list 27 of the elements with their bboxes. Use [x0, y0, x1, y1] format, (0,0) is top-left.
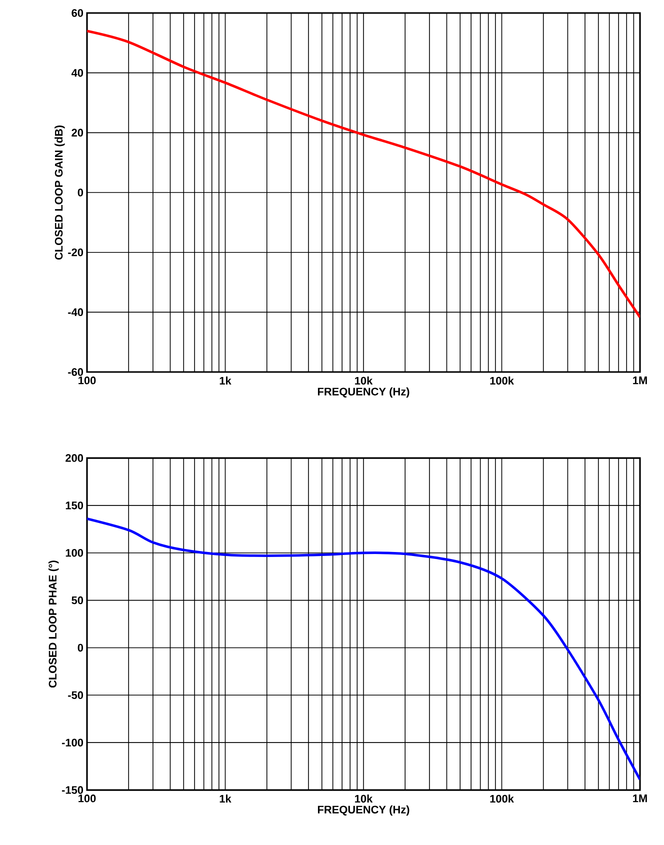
y-tick-label: 100	[66, 549, 84, 557]
y-tick-label: 150	[66, 502, 84, 510]
y-tick-label: -40	[68, 308, 84, 316]
x-axis-title: FREQUENCY (Hz)	[318, 805, 410, 816]
x-tick-label: 100k	[490, 376, 514, 385]
y-tick-label: 200	[66, 454, 84, 462]
y-tick-label: -60	[68, 368, 84, 376]
y-tick-label: -20	[68, 248, 84, 256]
x-tick-label: 1M	[633, 794, 647, 802]
x-tick-label: 10k	[355, 376, 373, 385]
x-tick-label: 1k	[220, 376, 232, 384]
y-tick-label: 20	[72, 128, 84, 137]
y-tick-label: -100	[62, 738, 84, 746]
y-tick-label: 60	[72, 9, 84, 17]
x-tick-label: 1M	[633, 376, 647, 384]
y-tick-label: 0	[78, 644, 84, 652]
x-tick-label: 1k	[220, 794, 232, 802]
y-axis-title: CLOSED LOOP PHAE (°)	[48, 560, 59, 688]
x-tick-label: 10k	[355, 794, 373, 803]
x-axis-title: FREQUENCY (Hz)	[318, 387, 410, 398]
y-axis-title: CLOSED LOOP GAIN (dB)	[54, 125, 65, 260]
y-tick-label: -50	[68, 691, 84, 700]
y-tick-label: 40	[71, 68, 84, 77]
y-tick-label: 0	[78, 188, 84, 196]
x-tick-label: 100k	[490, 794, 514, 803]
y-tick-label: 50	[72, 596, 84, 604]
y-tick-label: -150	[62, 786, 84, 794]
